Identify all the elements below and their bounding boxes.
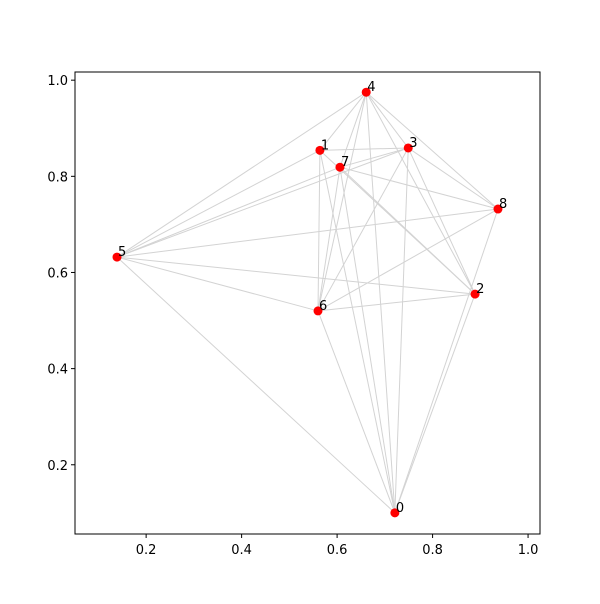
edge <box>407 147 499 210</box>
edge <box>116 256 476 295</box>
edge <box>317 167 341 312</box>
edge <box>319 147 409 151</box>
node-label: 2 <box>476 282 484 297</box>
edge <box>317 293 476 312</box>
node-label: 5 <box>118 245 126 260</box>
y-tick-label: 0.2 <box>47 459 68 474</box>
edge <box>116 149 321 258</box>
node-label: 7 <box>341 155 349 170</box>
x-tick-label: 0.6 <box>327 543 348 558</box>
node-label: 3 <box>409 136 417 151</box>
edge <box>365 91 409 149</box>
edge <box>317 150 321 311</box>
edge <box>116 256 319 312</box>
node-label: 1 <box>321 138 329 153</box>
x-tick-label: 1.0 <box>518 543 539 558</box>
node <box>493 204 503 214</box>
edge <box>317 147 409 312</box>
edge <box>339 166 499 210</box>
edge <box>116 256 396 514</box>
x-tick-label: 0.4 <box>231 543 252 558</box>
node <box>390 508 400 518</box>
node <box>403 143 413 153</box>
y-tick-label: 0.8 <box>47 170 68 185</box>
y-tick-label: 0.6 <box>47 266 68 281</box>
node <box>112 252 122 262</box>
node <box>335 162 345 172</box>
edge <box>339 92 367 168</box>
node <box>470 289 480 299</box>
node <box>361 87 371 97</box>
node-label: 4 <box>367 80 375 95</box>
edge <box>407 147 476 295</box>
node-label: 0 <box>396 501 404 516</box>
edge <box>365 91 476 295</box>
edge <box>394 208 499 514</box>
x-tick-label: 0.8 <box>422 543 443 558</box>
edge <box>319 91 367 151</box>
edge <box>339 147 409 168</box>
edge <box>365 91 499 210</box>
x-tick-label: 0.2 <box>136 543 157 558</box>
edge <box>394 293 476 514</box>
edge <box>116 166 341 258</box>
edge <box>116 147 409 258</box>
node-label: 8 <box>499 197 507 212</box>
edge <box>317 92 367 312</box>
edge <box>317 310 396 514</box>
edge <box>319 150 396 513</box>
edge <box>116 91 367 258</box>
edge <box>339 167 396 513</box>
edge <box>394 147 409 513</box>
plot-frame <box>74 71 541 535</box>
edge <box>339 166 476 295</box>
edge <box>116 208 499 258</box>
edge <box>317 208 499 312</box>
y-tick-label: 0.4 <box>47 363 68 378</box>
node-label: 6 <box>319 299 327 314</box>
node <box>315 145 325 155</box>
y-tick-label: 1.0 <box>47 74 68 89</box>
node <box>313 306 323 316</box>
